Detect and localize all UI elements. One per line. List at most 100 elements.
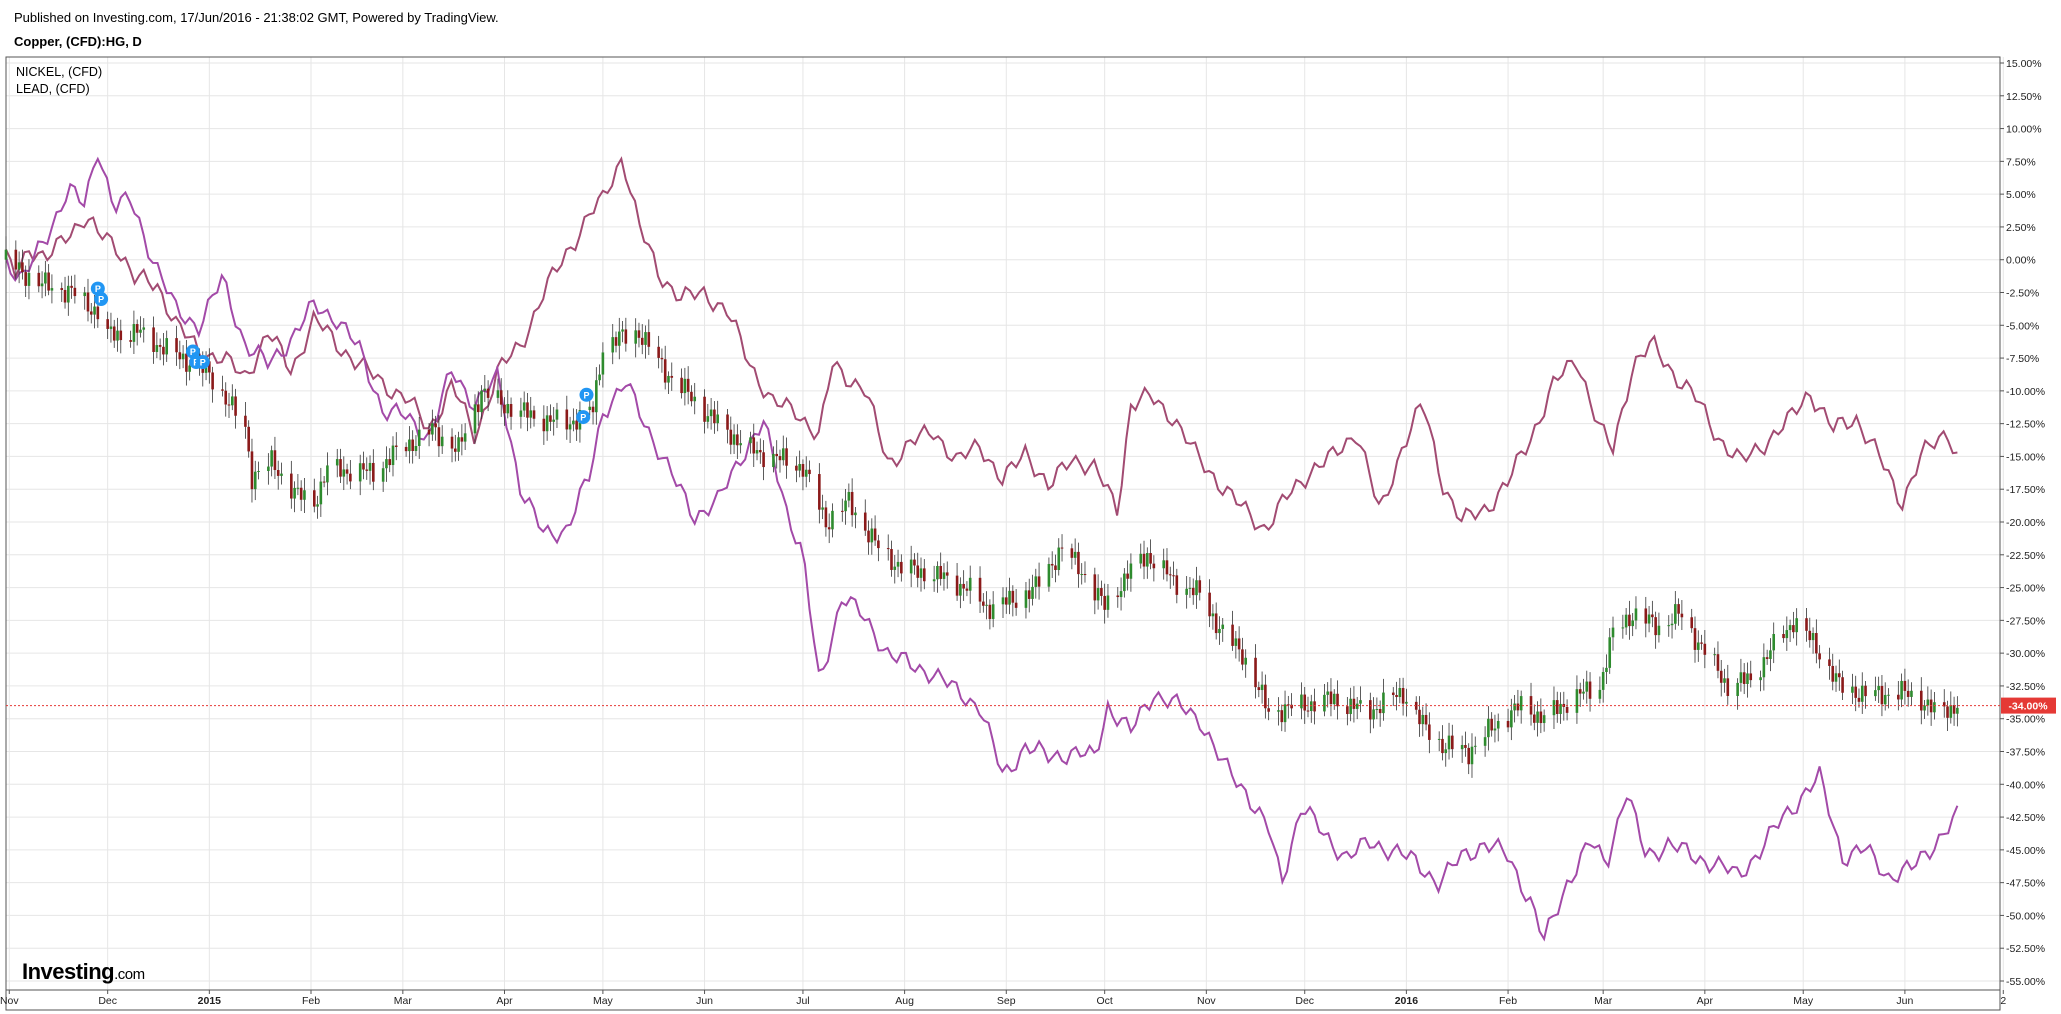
candle-body xyxy=(73,287,77,297)
candle-body xyxy=(726,414,729,430)
candle-body xyxy=(1860,685,1864,702)
candle-body xyxy=(342,469,346,477)
candle-body xyxy=(1510,710,1513,728)
candle-body xyxy=(480,390,483,413)
dividend-marker[interactable]: P xyxy=(579,387,594,402)
candle-body xyxy=(1956,707,1959,714)
candle-body xyxy=(335,459,339,466)
candle-body xyxy=(1027,590,1031,599)
candle-body xyxy=(522,402,526,411)
candle-body xyxy=(1414,701,1418,710)
candle-body xyxy=(621,329,624,332)
candle-body xyxy=(1857,697,1861,702)
candle-body xyxy=(1303,694,1307,711)
candle-body xyxy=(847,491,851,501)
candle-body xyxy=(473,404,477,434)
candle-body xyxy=(162,346,165,355)
dividend-marker[interactable]: P xyxy=(94,292,109,307)
candle-body xyxy=(667,375,670,383)
candle-body xyxy=(1241,649,1244,665)
candle-body xyxy=(1106,595,1110,610)
candle-body xyxy=(437,427,441,447)
candle-body xyxy=(37,272,41,287)
candle-body xyxy=(549,415,552,422)
x-tick-label: Aug xyxy=(895,995,914,1007)
candle-body xyxy=(132,324,136,342)
candle-body xyxy=(1818,653,1821,660)
x-tick-label: Sep xyxy=(997,995,1016,1007)
candle-body xyxy=(1841,677,1844,693)
candle-body xyxy=(1582,691,1585,694)
candle-body xyxy=(24,272,27,286)
y-tick-label: 0.00% xyxy=(2006,255,2036,267)
candle-body xyxy=(775,453,779,457)
time-axis: Nov Dec 2015 Feb Mar Apr May Jun Jul Aug Sep Oct Nov… xyxy=(0,990,2006,1007)
y-tick-label: 5.00% xyxy=(2006,189,2036,201)
y-tick-label: 12.50% xyxy=(2006,91,2042,103)
candle-body xyxy=(1441,738,1444,754)
candle-body xyxy=(414,446,418,451)
candle-body xyxy=(1910,690,1913,697)
candle-body xyxy=(968,577,972,591)
dividend-marker[interactable]: P xyxy=(195,355,210,370)
x-tick-label: Dec xyxy=(98,995,117,1007)
candle-body xyxy=(670,375,674,378)
candle-body xyxy=(1493,728,1497,731)
candle-body xyxy=(1513,703,1516,711)
dividend-marker[interactable]: P xyxy=(576,410,591,425)
candle-body xyxy=(1428,724,1431,740)
candle-body xyxy=(1828,659,1831,666)
marker-circle xyxy=(195,355,210,370)
candle-body xyxy=(601,352,605,375)
candle-body xyxy=(1605,667,1608,673)
candle-body xyxy=(1349,698,1352,715)
candle-body xyxy=(932,579,936,582)
candle-body xyxy=(1506,720,1510,728)
candle-body xyxy=(1008,590,1011,605)
candle-body xyxy=(1933,702,1936,713)
candle-body xyxy=(772,453,775,468)
candle-body xyxy=(1280,710,1284,723)
candle-body xyxy=(660,357,664,360)
candle-body xyxy=(1424,714,1428,725)
candle-body xyxy=(962,583,965,589)
y-tick-label: -2.50% xyxy=(2006,288,2039,300)
candle-body xyxy=(1437,738,1441,740)
candle-body xyxy=(312,490,316,507)
candle-body xyxy=(808,469,811,475)
candle-body xyxy=(824,507,828,528)
candle-body xyxy=(1634,608,1638,621)
candle-body xyxy=(1329,691,1333,705)
candle-body xyxy=(552,419,555,422)
published-note: Published on Investing.com, 17/Jun/2016 … xyxy=(14,10,499,25)
candle-body xyxy=(1628,614,1631,627)
candle-body xyxy=(919,568,923,578)
candle-body xyxy=(142,327,146,330)
x-tick-label: Jul xyxy=(796,995,809,1007)
candle-body xyxy=(14,249,18,270)
event-markers[interactable]: PPPPPPP xyxy=(90,281,594,425)
candle-body xyxy=(572,420,575,425)
candle-body xyxy=(175,338,178,353)
candle-body xyxy=(339,459,342,477)
candle-body xyxy=(181,353,185,360)
nickel-line xyxy=(5,156,1958,532)
candle-body xyxy=(1772,633,1776,651)
candle-body xyxy=(545,415,549,432)
candle-body xyxy=(280,473,283,476)
candle-body xyxy=(1808,630,1812,641)
candle-body xyxy=(316,504,319,507)
candle-body xyxy=(913,559,916,566)
current-value-label: -34.00% xyxy=(2008,701,2048,713)
candle-body xyxy=(1073,551,1077,558)
candle-body xyxy=(116,330,119,341)
candle-body xyxy=(1906,690,1910,697)
candle-body xyxy=(1195,580,1198,596)
candle-body xyxy=(870,528,874,543)
candle-body xyxy=(139,329,142,333)
candle-body xyxy=(821,507,824,510)
candle-body xyxy=(381,468,385,482)
candle-body xyxy=(1172,575,1175,577)
candle-body xyxy=(1103,595,1106,610)
